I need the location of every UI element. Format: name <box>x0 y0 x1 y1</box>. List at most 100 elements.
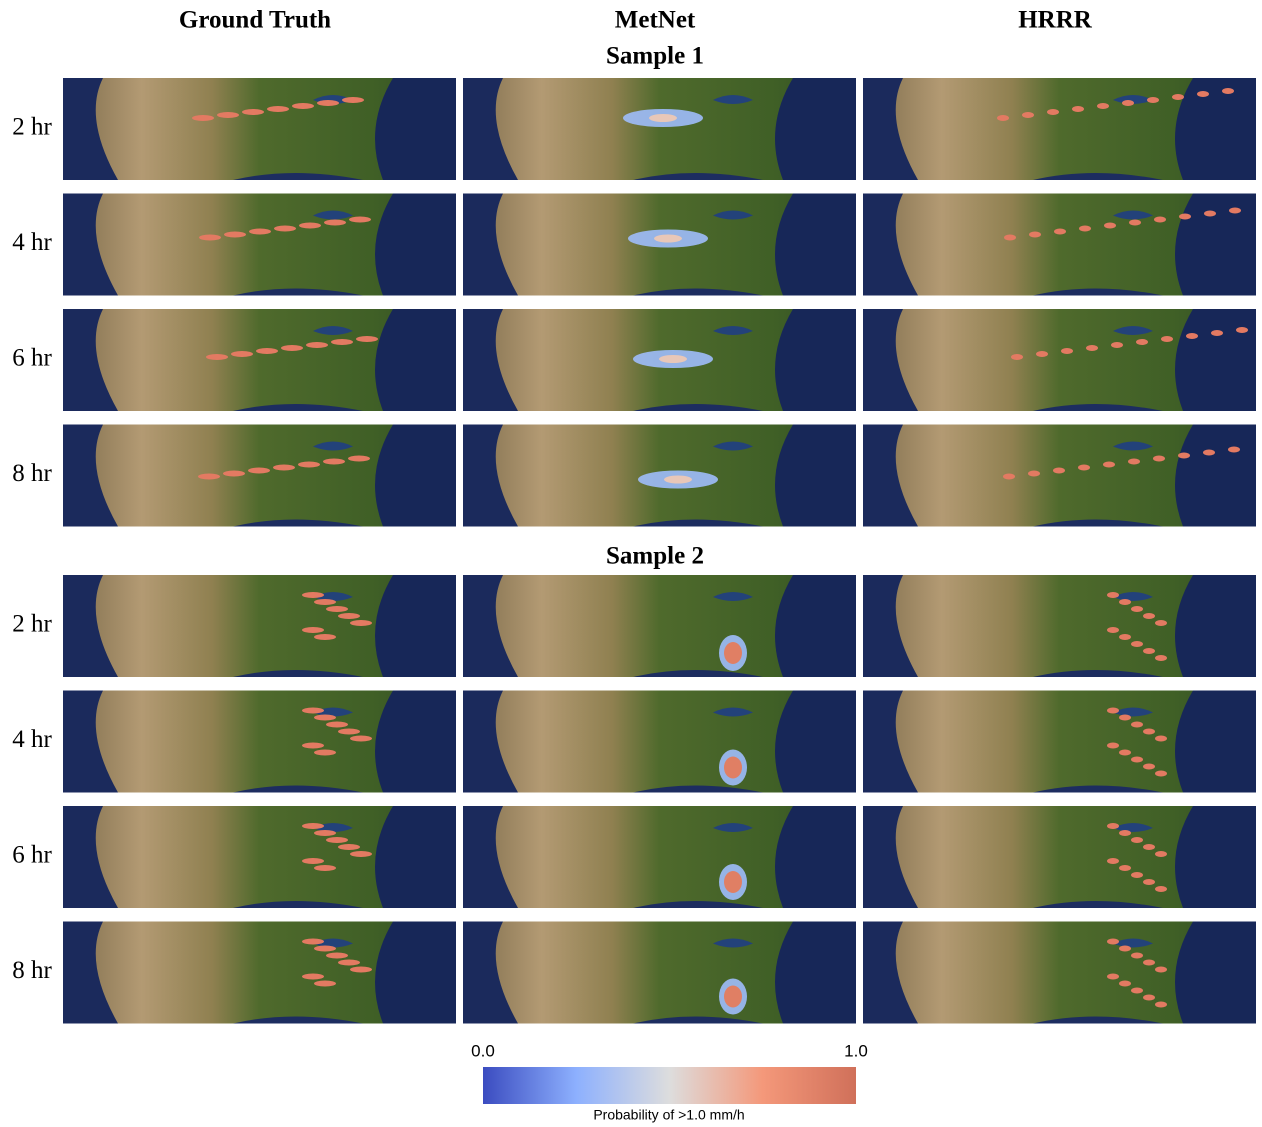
precip-blob <box>1107 858 1119 864</box>
precip-blob <box>314 865 336 871</box>
precip-blob <box>1143 879 1155 885</box>
precip-blob <box>302 627 324 633</box>
precip-blob <box>997 115 1009 121</box>
map-ocean <box>63 690 118 793</box>
column-header: HRRR <box>1018 7 1093 34</box>
precip-blob <box>314 980 336 987</box>
column-header: Ground Truth <box>179 7 331 34</box>
map-panel <box>463 806 856 908</box>
row-label: 2 hr <box>12 114 52 141</box>
map-ocean <box>863 78 918 180</box>
precip-blob <box>1186 333 1198 339</box>
map-ocean <box>375 193 456 296</box>
precip-core <box>659 355 687 363</box>
sample-title: Sample 2 <box>606 543 704 570</box>
precip-blob <box>249 228 271 235</box>
map-gulf <box>233 288 363 296</box>
precip-blob <box>1229 207 1241 214</box>
precip-blob <box>1029 231 1041 238</box>
precip-blob <box>314 945 336 952</box>
precip-blob <box>1107 627 1119 633</box>
precip-blob <box>274 225 296 232</box>
map-gulf <box>633 785 763 793</box>
precip-core <box>724 985 742 1008</box>
row-label: 6 hr <box>12 345 52 372</box>
precip-blob <box>1155 966 1167 973</box>
precip-blob <box>302 707 324 714</box>
precip-blob <box>1028 470 1040 477</box>
map-panel <box>63 921 456 1024</box>
precip-blob <box>326 837 348 843</box>
map-ocean <box>775 78 856 180</box>
precip-blob <box>1122 100 1134 106</box>
map-ocean <box>863 575 918 677</box>
precip-blob <box>1143 763 1155 770</box>
map-ocean <box>775 193 856 296</box>
precip-blob <box>1178 452 1190 459</box>
precip-blob <box>1147 97 1159 103</box>
precip-core <box>724 871 742 893</box>
precip-blob <box>1003 473 1015 480</box>
precip-blob <box>314 830 336 836</box>
precip-blob <box>1143 648 1155 654</box>
row-label: 2 hr <box>12 611 52 638</box>
precip-blob <box>1107 742 1119 749</box>
map-lakes <box>1113 441 1153 451</box>
map-ocean <box>63 921 118 1024</box>
map-lakes <box>313 210 353 220</box>
precip-blob <box>242 109 264 115</box>
map-panel <box>463 575 856 677</box>
precip-blob <box>1143 844 1155 850</box>
row-label: 4 hr <box>12 229 52 256</box>
precip-blob <box>314 599 336 605</box>
map-ocean <box>463 424 518 527</box>
map-gulf <box>1033 288 1163 296</box>
precip-blob <box>198 473 220 480</box>
precip-blob <box>1036 351 1048 357</box>
map-lakes <box>1113 210 1153 220</box>
precip-blob <box>314 634 336 640</box>
map-lakes <box>713 707 753 717</box>
map-ocean <box>863 309 918 411</box>
map-panel <box>463 921 856 1024</box>
map-ocean <box>463 78 518 180</box>
map-gulf <box>633 404 763 411</box>
precip-blob <box>1119 714 1131 721</box>
precip-blob <box>331 339 353 345</box>
map-lakes <box>1113 592 1153 601</box>
map-ocean <box>375 690 456 793</box>
precip-blob <box>324 219 346 226</box>
precip-blob <box>1103 461 1115 468</box>
map-ocean <box>775 921 856 1024</box>
precip-blob <box>306 342 328 348</box>
precip-blob <box>1228 446 1240 453</box>
precip-blob <box>302 973 324 980</box>
map-gulf <box>233 1016 363 1024</box>
precip-blob <box>348 455 370 462</box>
map-ocean <box>375 424 456 527</box>
precip-blob <box>1128 458 1140 465</box>
precip-blob <box>1131 756 1143 763</box>
precip-blob <box>1155 886 1167 892</box>
map-gulf <box>233 785 363 793</box>
colorbar <box>483 1067 856 1104</box>
precip-blob <box>1129 219 1141 226</box>
map-lakes <box>313 441 353 451</box>
precip-blob <box>314 749 336 756</box>
precip-blob <box>1131 641 1143 647</box>
precip-blob <box>1078 464 1090 471</box>
map-ocean <box>1175 690 1256 793</box>
map-panel <box>863 806 1256 908</box>
precip-blob <box>338 844 360 850</box>
precip-blob <box>1204 210 1216 217</box>
map-ocean <box>463 193 518 296</box>
precip-blob <box>199 234 221 241</box>
precip-blob <box>1197 91 1209 97</box>
precip-blob <box>350 735 372 742</box>
precip-blob <box>1153 455 1165 462</box>
precip-blob <box>1072 106 1084 112</box>
map-gulf <box>233 901 363 908</box>
map-ocean <box>375 806 456 908</box>
map-ocean <box>63 806 118 908</box>
